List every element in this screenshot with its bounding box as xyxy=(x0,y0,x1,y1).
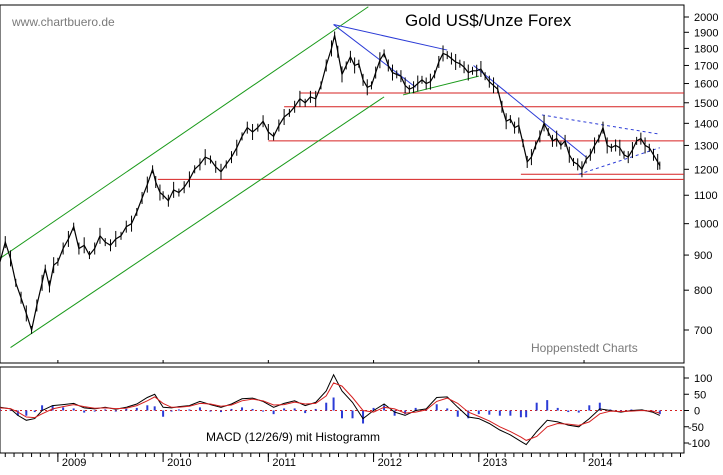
y-tick-label-1900: 1900 xyxy=(694,27,718,39)
price-panel-frame xyxy=(0,4,685,364)
price-series-line xyxy=(0,35,661,333)
y-tick-label-1200: 1200 xyxy=(694,164,718,176)
watermark-text: www.chartbuero.de xyxy=(11,15,115,29)
macd-y-tick-label-100: 100 xyxy=(694,373,712,385)
axes: 2009 2010 2011 2012 2013 20147008009001000110… xyxy=(4,12,718,469)
y-tick-label-1100: 1100 xyxy=(694,190,718,202)
chart-title: Gold US$/Unze Forex xyxy=(405,11,572,30)
x-tick-label-2014: 2014 xyxy=(588,457,612,469)
trendline-resistance-top xyxy=(333,24,448,51)
macd-line-macd xyxy=(0,373,661,446)
y-tick-label-1700: 1700 xyxy=(694,60,718,72)
trendline-downtrend-2013 xyxy=(473,65,587,158)
y-tick-label-1600: 1600 xyxy=(694,79,718,91)
x-tick-label-2013: 2013 xyxy=(483,457,507,469)
y-tick-label-1500: 1500 xyxy=(694,98,718,110)
trendline-triangle-upper xyxy=(541,114,660,135)
x-tick-label-2012: 2012 xyxy=(378,457,402,469)
y-tick-label-1300: 1300 xyxy=(694,140,718,152)
x-tick-label-2009: 2009 xyxy=(62,457,86,469)
macd-y-tick-label-50: 50 xyxy=(694,389,706,401)
macd-line-signal xyxy=(0,382,660,441)
macd-caption: MACD (12/26/9) mit Histogramm xyxy=(206,430,380,444)
y-tick-label-700: 700 xyxy=(694,325,712,337)
y-tick-label-1000: 1000 xyxy=(694,219,718,231)
trendline-resistance-fan xyxy=(333,24,416,88)
y-tick-label-900: 900 xyxy=(694,250,712,262)
trendline-triangle-lower xyxy=(578,147,660,175)
x-tick-label-2010: 2010 xyxy=(167,457,191,469)
x-tick-label-2011: 2011 xyxy=(272,457,296,469)
y-tick-label-2000: 2000 xyxy=(694,12,718,24)
trendline-support-2012 xyxy=(402,75,479,96)
macd-panel xyxy=(0,373,684,446)
credit-text: Hoppenstedt Charts xyxy=(531,341,638,355)
price-panel xyxy=(0,6,684,348)
trendline-channel-lower xyxy=(10,96,385,348)
macd-y-tick-label-0: 0 xyxy=(694,406,700,418)
y-tick-label-1800: 1800 xyxy=(694,43,718,55)
macd-y-tick-label--100: -100 xyxy=(688,438,710,450)
y-tick-label-800: 800 xyxy=(694,285,712,297)
macd-y-tick-label--50: -50 xyxy=(688,422,704,434)
trendline-channel-upper xyxy=(0,6,369,259)
y-tick-label-1400: 1400 xyxy=(694,118,718,130)
